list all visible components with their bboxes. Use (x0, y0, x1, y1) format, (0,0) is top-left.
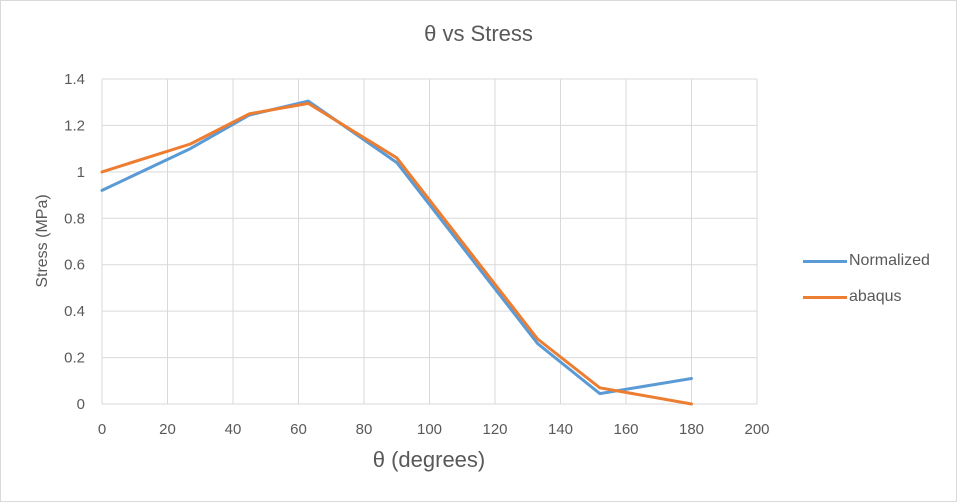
y-tick-label: 0.8 (64, 210, 85, 227)
legend: Normalized abaqus (803, 251, 930, 323)
legend-swatch-normalized (803, 259, 847, 263)
legend-item-normalized: Normalized (803, 251, 930, 271)
x-tick-label: 160 (613, 421, 638, 438)
x-tick-label: 20 (159, 421, 176, 438)
y-tick-label: 0 (77, 396, 85, 413)
x-tick-label: 120 (482, 421, 507, 438)
x-tick-label: 140 (548, 421, 573, 438)
legend-label-normalized: Normalized (849, 252, 930, 269)
series-line-normalized (100, 99, 693, 396)
gridlines (101, 78, 758, 405)
legend-label-abaqus: abaqus (849, 288, 902, 305)
legend-swatch-abaqus (803, 295, 847, 299)
tick-labels: 0 20 40 60 80 100 120 140 160 180 200 0 0.2 0.4 0.6 0.8… (64, 71, 769, 438)
x-tick-label: 0 (98, 421, 106, 438)
x-tick-label: 80 (356, 421, 373, 438)
x-tick-label: 200 (744, 421, 769, 438)
y-tick-label: 0.6 (64, 257, 85, 274)
series-lines (100, 99, 693, 406)
y-tick-label: 0.4 (64, 303, 85, 320)
y-tick-label: 1.4 (64, 71, 85, 88)
x-tick-label: 100 (417, 421, 442, 438)
series-line-abaqus (100, 101, 693, 406)
x-tick-label: 40 (225, 421, 242, 438)
x-axis-label: θ (degrees) (372, 447, 486, 472)
x-tick-label: 60 (290, 421, 307, 438)
chart-title: θ vs Stress (424, 21, 533, 46)
y-tick-label: 1 (77, 164, 85, 181)
x-tick-label: 180 (679, 421, 704, 438)
y-tick-label: 0.2 (64, 350, 85, 367)
y-tick-label: 1.2 (64, 117, 85, 134)
legend-item-abaqus: abaqus (803, 287, 930, 307)
